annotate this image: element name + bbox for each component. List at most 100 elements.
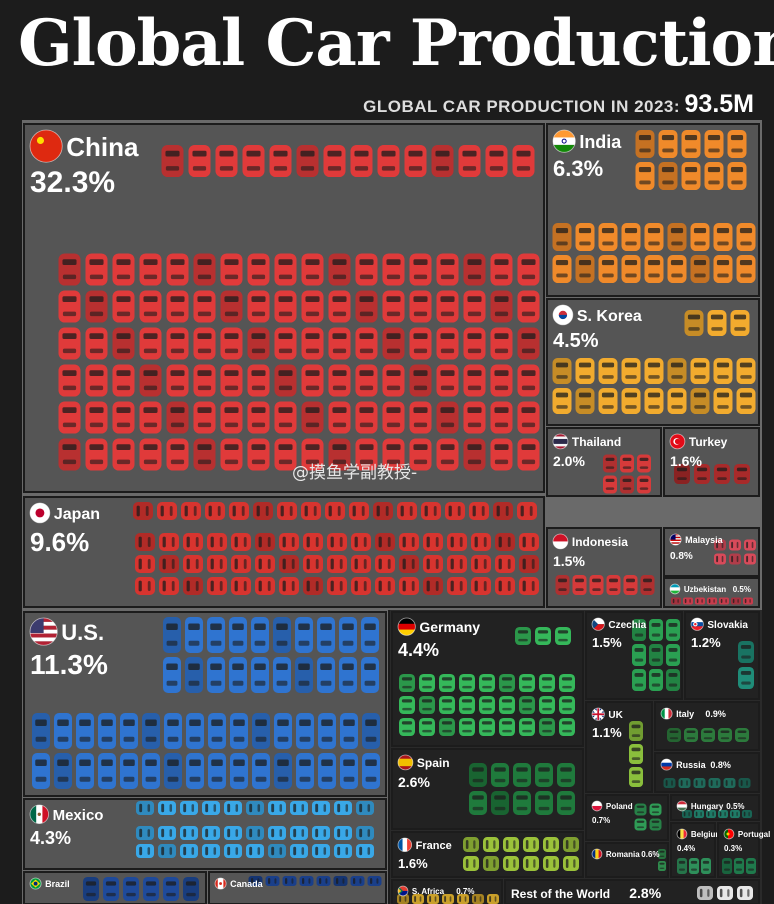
car-icon (708, 778, 721, 788)
car-icon (412, 894, 424, 904)
car-icon (513, 763, 531, 787)
car-icon (274, 253, 297, 286)
car-icon (339, 657, 357, 693)
car-icon (229, 657, 247, 693)
country-label: Mexico (53, 807, 104, 824)
share-label: 0.6% (641, 850, 659, 859)
my-flag-icon (670, 534, 682, 546)
car-icon (479, 674, 495, 692)
tile-czechia: Czechia 1.5% (585, 611, 683, 700)
car-icon (247, 401, 270, 434)
pt-flag-icon (724, 829, 734, 839)
car-icon (375, 533, 395, 551)
car-icon (499, 696, 515, 714)
car-icon (535, 791, 553, 815)
car-icon (736, 255, 756, 283)
car-icon (730, 310, 750, 336)
th-flag-icon (553, 434, 568, 449)
car-icon (312, 801, 330, 815)
car-icon (423, 533, 443, 551)
car-icon (463, 290, 486, 323)
car-icon (563, 837, 579, 852)
car-icon (139, 438, 162, 471)
car-icon (409, 290, 432, 323)
car-icon (523, 856, 539, 871)
car-icon (85, 438, 108, 471)
jp-flag-icon (30, 503, 50, 523)
car-icon (693, 778, 706, 788)
tile-france: France 1.6% (391, 831, 584, 878)
car-icon (637, 454, 651, 473)
car-icon (575, 223, 595, 251)
car-icon (246, 826, 264, 840)
car-icon (694, 810, 704, 818)
car-icon (166, 253, 189, 286)
tile-rest-of-the-world: Rest of the World 2.8% (504, 879, 760, 904)
car-icon (738, 778, 751, 788)
car-icon (382, 327, 405, 360)
id-flag-icon (553, 534, 568, 549)
country-label: Uzbekistan (684, 585, 726, 594)
car-icon (274, 364, 297, 397)
car-icon (543, 856, 559, 871)
country-label: France (416, 840, 452, 852)
share-label: 6.3% (553, 156, 603, 181)
car-icon (327, 533, 347, 551)
car-icon (164, 713, 182, 749)
car-icon (247, 290, 270, 323)
car-icon (251, 657, 269, 693)
car-icon (463, 364, 486, 397)
car-icon (334, 844, 352, 858)
car-icon (543, 837, 559, 852)
car-icon (469, 791, 487, 815)
car-icon (274, 327, 297, 360)
car-icon (188, 145, 211, 177)
car-icon (303, 555, 323, 573)
car-icon (58, 438, 81, 471)
car-icon (649, 619, 663, 641)
car-icon (555, 627, 571, 645)
car-icon (419, 674, 435, 692)
car-icon (458, 145, 481, 177)
country-label: Hungary (691, 802, 724, 811)
car-icon (563, 856, 579, 871)
car-icon (674, 464, 690, 484)
car-icon (483, 856, 499, 871)
car-icon (350, 145, 373, 177)
car-icon (722, 858, 732, 874)
car-icon (58, 290, 81, 323)
car-icon (231, 555, 251, 573)
car-icon (431, 145, 454, 177)
car-icon (744, 553, 756, 565)
car-icon (328, 327, 351, 360)
tile-italy: Italy 0.9% (654, 701, 760, 751)
car-icon (469, 763, 487, 787)
car-icon (207, 577, 227, 595)
country-label: Spain (417, 756, 450, 770)
car-icon (142, 753, 160, 789)
car-icon (704, 162, 724, 190)
car-icon (328, 401, 351, 434)
car-icon (296, 753, 314, 789)
country-label: Portugal (738, 830, 770, 839)
car-icon (183, 877, 199, 901)
car-icon (603, 475, 617, 494)
car-icon (208, 753, 226, 789)
car-icon (350, 876, 365, 886)
car-icon (207, 555, 227, 573)
car-icon (409, 327, 432, 360)
car-icon (399, 555, 419, 573)
country-label: China (66, 132, 139, 162)
car-icon (463, 837, 479, 852)
car-icon (690, 388, 710, 414)
country-label: Slovakia (707, 620, 748, 631)
share-label: 1.6% (398, 856, 428, 871)
car-icon (253, 502, 273, 520)
car-icon (439, 674, 455, 692)
car-icon (327, 577, 347, 595)
car-icon (32, 753, 50, 789)
car-icon (727, 130, 747, 158)
car-icon (255, 555, 275, 573)
car-icon (215, 145, 238, 177)
